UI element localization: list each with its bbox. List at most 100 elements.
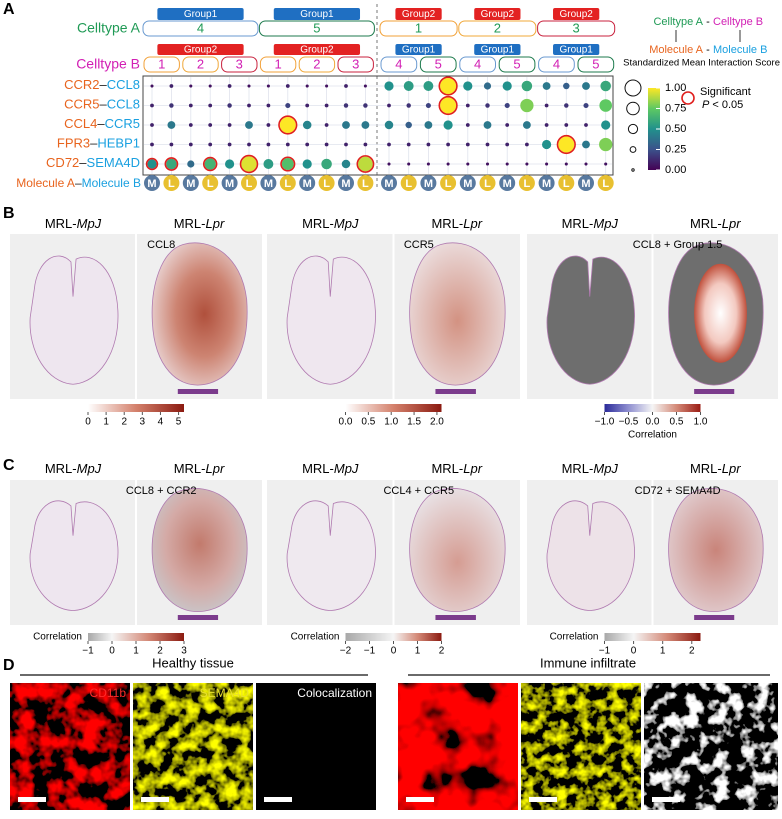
tissue-texture	[409, 242, 506, 386]
size-legend-dot	[624, 79, 642, 97]
dot	[582, 82, 590, 90]
colorbar-tick-label: 0	[109, 646, 115, 657]
group-tab-label: Group1	[184, 9, 218, 20]
dot	[600, 80, 611, 92]
colorbar	[604, 633, 701, 641]
dot	[599, 137, 613, 152]
type-badge	[479, 175, 496, 191]
colorbar-tick-label: 2	[121, 417, 127, 428]
dot	[285, 102, 291, 109]
dot	[387, 162, 391, 166]
dot	[558, 136, 575, 153]
colorbar-tick-label: 3	[181, 646, 187, 657]
dot	[169, 103, 174, 108]
text-part: CCR2	[64, 77, 99, 92]
text-part: Lpr	[722, 461, 741, 476]
group-tab-label: Group2	[300, 45, 334, 56]
key-molecule-a: Molecule A	[649, 44, 703, 56]
group-tab-label: Group2	[184, 45, 218, 56]
cluster-label: 2	[313, 56, 320, 71]
group-tab	[474, 8, 521, 20]
type-badge-label: M	[542, 178, 551, 190]
tissue-texture	[287, 500, 376, 611]
colorbar-tick-label: 1.00	[665, 82, 686, 94]
dot	[363, 84, 367, 88]
significance-legend	[681, 91, 695, 105]
tissue-core	[694, 263, 747, 363]
dot	[187, 160, 195, 168]
group-tab	[553, 8, 600, 20]
panel-label: A	[3, 1, 15, 18]
text-part: MRL-	[431, 216, 463, 231]
dot	[343, 103, 349, 108]
dot	[465, 142, 470, 147]
cluster-box	[221, 56, 258, 73]
dot	[147, 159, 157, 169]
cluster-box	[143, 56, 180, 73]
dot	[204, 158, 216, 170]
dot	[564, 123, 569, 127]
colorbar-tick-label: −2	[340, 646, 352, 657]
scale-bar	[529, 797, 557, 802]
dot	[599, 99, 612, 112]
dot	[361, 121, 370, 129]
dot	[582, 140, 590, 149]
panel-label: B	[3, 205, 15, 222]
dot	[208, 142, 213, 147]
significance-ring	[239, 154, 259, 174]
strain-label: MRL-Lpr	[431, 216, 482, 231]
strain-label: MRL-Lpr	[174, 461, 225, 476]
type-badge	[499, 175, 516, 191]
dot	[188, 123, 193, 127]
group-tab	[395, 8, 442, 20]
type-badge-label: L	[602, 178, 609, 190]
tissue-texture	[30, 255, 119, 385]
colorbar-tick-label: 5	[176, 417, 182, 428]
cluster-box	[259, 56, 297, 73]
dot	[384, 81, 394, 91]
dot	[443, 120, 453, 130]
significance-label: Significant	[700, 86, 751, 98]
group-title: Immune infiltrate	[540, 655, 636, 670]
dot	[424, 121, 433, 129]
colorbar-tick-label: −1.0	[595, 417, 615, 428]
scale-bar	[264, 797, 292, 802]
celltype-a-label: Celltype A	[77, 20, 141, 36]
text-part: CCL4	[64, 116, 97, 131]
tissue-texture	[409, 488, 506, 612]
colorbar-tick-label: 1	[103, 417, 109, 428]
strain-label: MRL-MpJ	[302, 461, 359, 476]
cluster-box	[258, 20, 375, 37]
micrograph-signal	[398, 683, 518, 810]
dot	[279, 117, 296, 133]
dot	[266, 103, 271, 108]
colorbar	[345, 633, 442, 641]
tissue-strip	[177, 615, 219, 620]
type-badge-label: L	[246, 178, 253, 190]
type-badge	[578, 175, 594, 191]
dot	[466, 162, 470, 166]
size-legend-dot	[626, 101, 640, 116]
type-badge-label: L	[484, 178, 491, 190]
dot	[405, 121, 412, 129]
row-label: CD72–SEMA4D	[46, 155, 140, 170]
dot	[564, 103, 569, 108]
cluster-label: 5	[513, 56, 520, 71]
significance-ring	[438, 76, 458, 96]
colorbar-tick-label: 0.5	[361, 417, 375, 428]
molecule-legend: Molecule A–Molecule B	[16, 176, 141, 190]
cluster-label: 1	[158, 56, 165, 71]
type-badge	[597, 175, 614, 191]
cluster-label: 1	[415, 20, 422, 35]
type-badge	[518, 175, 535, 191]
colorbar-label: Correlation	[291, 632, 340, 643]
cluster-label: 4	[197, 20, 204, 35]
text-part: CCL8	[107, 77, 140, 92]
row-label: CCR2–CCL8	[64, 77, 140, 92]
colorbar-tick-label: 4	[158, 417, 164, 428]
cluster-box	[537, 20, 616, 37]
tissue-strip	[435, 389, 476, 394]
significance-threshold: P < 0.05	[702, 99, 743, 111]
dot	[563, 82, 570, 90]
